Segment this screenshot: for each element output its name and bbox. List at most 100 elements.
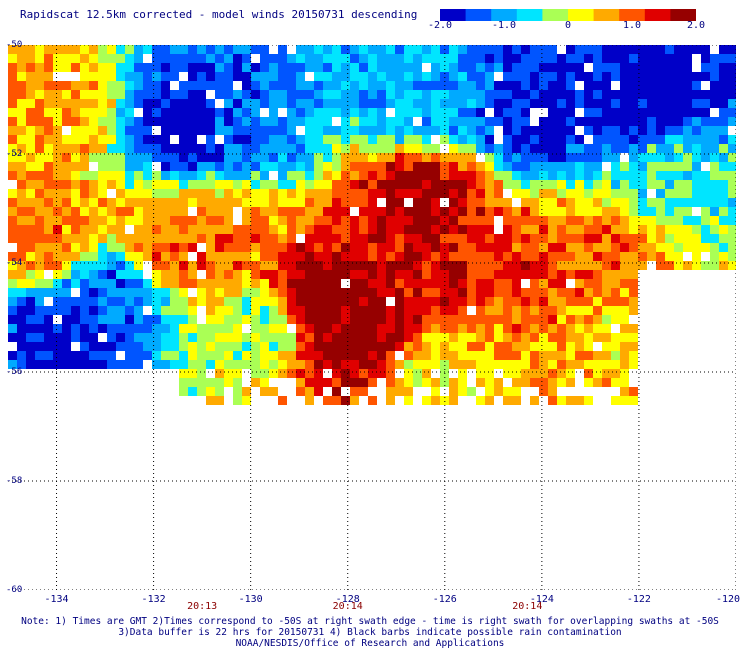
heatmap-cell <box>575 72 584 81</box>
heatmap-cell <box>593 306 602 315</box>
heatmap-cell <box>125 180 134 189</box>
heatmap-cell <box>341 72 350 81</box>
heatmap-cell <box>458 270 467 279</box>
heatmap-cell <box>269 252 278 261</box>
heatmap-cell <box>125 207 134 216</box>
heatmap-cell <box>710 54 719 63</box>
heatmap-cell <box>521 270 530 279</box>
heatmap-cell <box>710 153 719 162</box>
heatmap-cell <box>440 108 449 117</box>
heatmap-cell <box>701 180 710 189</box>
longitude-tick-label: -128 <box>335 594 360 605</box>
heatmap-cell <box>521 252 530 261</box>
heatmap-cell <box>557 153 566 162</box>
heatmap-cell <box>287 108 296 117</box>
heatmap-cell <box>116 171 125 180</box>
heatmap-cell <box>395 189 404 198</box>
heatmap-cell <box>206 288 215 297</box>
heatmap-cell <box>35 315 44 324</box>
heatmap-cell <box>278 135 287 144</box>
heatmap-cell <box>404 162 413 171</box>
heatmap-cell <box>242 306 251 315</box>
colorbar-tick-label: 0 <box>564 20 572 31</box>
heatmap-cell <box>251 135 260 144</box>
heatmap-cell <box>485 72 494 81</box>
heatmap-cell <box>323 180 332 189</box>
heatmap-cell <box>251 99 260 108</box>
heatmap-cell <box>494 387 503 396</box>
heatmap-cell <box>467 207 476 216</box>
heatmap-cell <box>512 54 521 63</box>
heatmap-cell <box>593 234 602 243</box>
heatmap-cell <box>125 297 134 306</box>
heatmap-cell <box>323 252 332 261</box>
heatmap-cell <box>341 333 350 342</box>
heatmap-cell <box>656 81 665 90</box>
heatmap-cell <box>404 270 413 279</box>
heatmap-cell <box>278 333 287 342</box>
heatmap-cell <box>476 279 485 288</box>
heatmap-cell <box>152 54 161 63</box>
heatmap-cell <box>71 135 80 144</box>
heatmap-cell <box>26 99 35 108</box>
heatmap-cell <box>233 396 242 405</box>
heatmap-cell <box>350 378 359 387</box>
heatmap-cell <box>359 189 368 198</box>
heatmap-cell <box>62 279 71 288</box>
heatmap-cell <box>260 180 269 189</box>
heatmap-cell <box>584 306 593 315</box>
heatmap-cell <box>80 72 89 81</box>
heatmap-cell <box>350 153 359 162</box>
heatmap-cell <box>539 216 548 225</box>
heatmap-cell <box>35 234 44 243</box>
heatmap-cell <box>17 261 26 270</box>
heatmap-cell <box>251 108 260 117</box>
heatmap-cell <box>557 162 566 171</box>
heatmap-cell <box>143 90 152 99</box>
heatmap-cell <box>260 135 269 144</box>
heatmap-cell <box>305 153 314 162</box>
heatmap-cell <box>314 99 323 108</box>
heatmap-cell <box>170 306 179 315</box>
heatmap-cell <box>503 72 512 81</box>
heatmap-cell <box>503 81 512 90</box>
heatmap-cell <box>458 126 467 135</box>
heatmap-cell <box>566 225 575 234</box>
heatmap-cell <box>89 207 98 216</box>
heatmap-cell <box>521 306 530 315</box>
heatmap-cell <box>278 144 287 153</box>
heatmap-cell <box>719 198 728 207</box>
heatmap-cell <box>566 369 575 378</box>
heatmap-cell <box>611 351 620 360</box>
heatmap-cell <box>107 81 116 90</box>
heatmap-cell <box>80 54 89 63</box>
heatmap-cell <box>665 180 674 189</box>
heatmap-cell <box>629 144 638 153</box>
heatmap-cell <box>215 153 224 162</box>
heatmap-cell <box>206 189 215 198</box>
heatmap-cell <box>494 45 503 54</box>
heatmap-cell <box>548 288 557 297</box>
heatmap-cell <box>80 108 89 117</box>
heatmap-cell <box>296 243 305 252</box>
heatmap-cell <box>71 45 80 54</box>
heatmap-cell <box>116 297 125 306</box>
heatmap-cell <box>629 297 638 306</box>
heatmap-cell <box>350 252 359 261</box>
heatmap-cell <box>260 270 269 279</box>
heatmap-cell <box>35 243 44 252</box>
heatmap-cell <box>206 171 215 180</box>
heatmap-cell <box>197 207 206 216</box>
heatmap-cell <box>152 288 161 297</box>
heatmap-cell <box>44 252 53 261</box>
heatmap-cell <box>521 171 530 180</box>
heatmap-cell <box>251 369 260 378</box>
heatmap-cell <box>287 180 296 189</box>
heatmap-cell <box>260 324 269 333</box>
heatmap-cell <box>305 396 314 405</box>
heatmap-cell <box>485 54 494 63</box>
heatmap-cell <box>80 252 89 261</box>
heatmap-cell <box>296 171 305 180</box>
heatmap-cell <box>143 234 152 243</box>
heatmap-cell <box>575 279 584 288</box>
